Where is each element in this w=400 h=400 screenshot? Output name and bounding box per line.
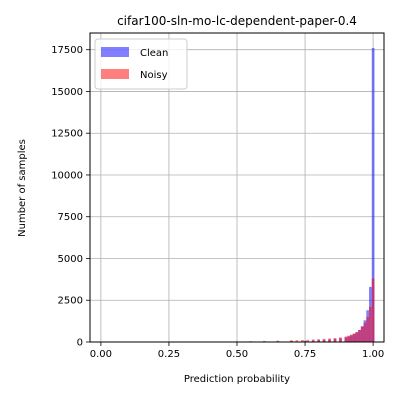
x-axis-label: Prediction probability bbox=[184, 374, 290, 385]
bar-clean bbox=[371, 48, 375, 342]
ticks-layer: 0.00 0.25 0.50 0.75 1.00 0 2500 5000 7500 10000 12… bbox=[51, 45, 384, 360]
bar-noisy bbox=[363, 322, 367, 342]
bar-noisy bbox=[369, 306, 372, 342]
y-tick-label: 0 bbox=[77, 338, 83, 349]
bar-noisy bbox=[311, 339, 315, 342]
legend: Clean Noisy bbox=[94, 38, 188, 90]
bar-noisy bbox=[276, 340, 280, 342]
bar-noisy bbox=[306, 339, 310, 342]
x-tick-label: 0.75 bbox=[294, 349, 316, 360]
bar-noisy bbox=[322, 338, 326, 342]
y-tick-label: 15000 bbox=[51, 87, 83, 98]
x-tick-label: 0.50 bbox=[226, 349, 248, 360]
y-tick-label: 17500 bbox=[51, 45, 83, 56]
bar-noisy bbox=[344, 336, 348, 342]
x-tick-label: 1.00 bbox=[362, 349, 384, 360]
y-tick-label: 2500 bbox=[58, 296, 83, 307]
legend-label-clean: Clean bbox=[140, 48, 168, 59]
bar-noisy bbox=[360, 326, 364, 342]
bar-noisy bbox=[358, 329, 361, 342]
bar-noisy bbox=[295, 340, 299, 342]
chart-title: cifar100-sln-mo-lc-dependent-paper-0.4 bbox=[117, 14, 357, 28]
bar-noisy bbox=[352, 333, 356, 342]
bar-noisy bbox=[290, 340, 293, 342]
y-tick-label: 10000 bbox=[51, 170, 83, 181]
bar-noisy bbox=[339, 337, 342, 342]
bars-layer bbox=[208, 48, 375, 342]
y-axis-label: Number of samples bbox=[17, 139, 28, 237]
legend-swatch-noisy bbox=[101, 69, 129, 79]
bar-noisy bbox=[371, 278, 375, 342]
y-tick-label: 12500 bbox=[51, 129, 83, 140]
x-tick-label: 0.00 bbox=[90, 349, 112, 360]
bar-noisy bbox=[366, 316, 370, 342]
y-tick-label: 7500 bbox=[58, 212, 83, 223]
bar-noisy bbox=[317, 339, 321, 342]
bar-clean bbox=[303, 340, 307, 342]
bar-noisy bbox=[333, 337, 337, 342]
bar-noisy bbox=[300, 339, 304, 342]
x-tick-label: 0.25 bbox=[158, 349, 180, 360]
y-tick-label: 5000 bbox=[58, 254, 83, 265]
legend-label-noisy: Noisy bbox=[140, 70, 168, 81]
bar-noisy bbox=[349, 334, 353, 342]
legend-box bbox=[94, 38, 188, 90]
bar-noisy bbox=[347, 335, 350, 342]
bar-noisy bbox=[355, 331, 359, 342]
grid-layer bbox=[90, 33, 384, 343]
legend-swatch-clean bbox=[101, 47, 129, 57]
bar-noisy bbox=[262, 340, 266, 342]
bar-noisy bbox=[328, 338, 331, 342]
